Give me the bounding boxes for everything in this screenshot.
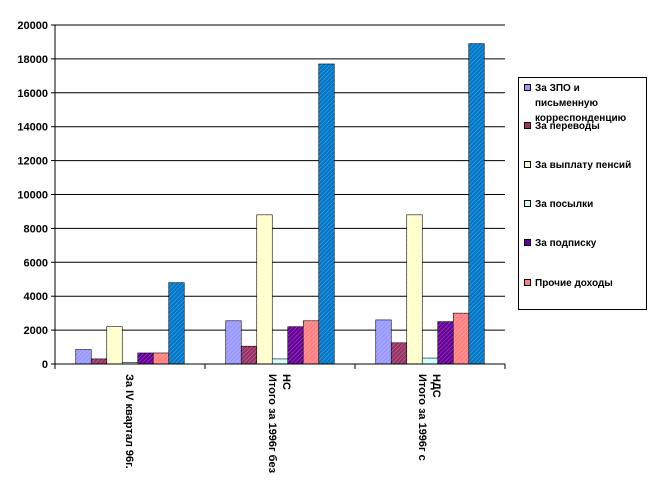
bar-hatch	[256, 214, 273, 364]
bar-hatch	[106, 326, 123, 364]
category-label-line: За IV квартал 96г.	[123, 374, 135, 469]
legend-label: Прочие доходы	[535, 278, 613, 289]
bar-hatch	[375, 319, 392, 364]
category-labels: За IV квартал 96г. Итого за 1996г без НС Ит…	[123, 374, 442, 474]
legend-swatch	[524, 279, 531, 286]
legend-label: За переводы	[535, 121, 600, 132]
bar-hatch	[287, 326, 304, 364]
bar-hatch	[318, 63, 335, 365]
bar-hatch	[153, 352, 169, 364]
legend-item: За подписку	[524, 236, 644, 251]
legend-item: За выплату пенсий	[524, 158, 644, 173]
legend-label: За ЗПО и письменную корреспонденцию	[535, 83, 627, 124]
y-tick-label: 10000	[17, 190, 48, 202]
y-tick-label: 20000	[17, 20, 48, 32]
bar-hatch	[272, 358, 288, 364]
legend-swatch	[524, 200, 531, 207]
category-label-line: Итого за 1996г без	[266, 374, 278, 474]
legend-item: За переводы	[524, 119, 644, 134]
bar-hatch	[406, 214, 423, 364]
legend-swatch	[524, 161, 531, 168]
bar-hatch	[437, 321, 454, 364]
bar-hatch	[453, 313, 469, 364]
category-label: Итого за 1996г без НС	[266, 374, 292, 474]
y-tick-labels: 0 2000 4000 6000 8000 10000 12000 14000 16000 180…	[17, 20, 48, 371]
legend-item: Прочие доходы	[524, 276, 644, 291]
bars	[75, 43, 485, 365]
gridlines	[55, 24, 505, 331]
category-label-line: Итого за 1996г с	[416, 374, 428, 461]
legend: За ЗПО и письменную корреспонденцию За пе…	[518, 77, 647, 310]
axes	[51, 24, 506, 369]
legend-swatch	[524, 239, 531, 246]
y-tick-label: 12000	[17, 156, 48, 168]
y-tick-label: 4000	[24, 291, 48, 303]
bar-hatch	[122, 362, 138, 364]
legend-label: За выплату пенсий	[535, 160, 632, 171]
y-tick-label: 6000	[24, 257, 48, 269]
bar-hatch	[422, 358, 438, 364]
legend-item: За посылки	[524, 197, 644, 212]
y-tick-label: 8000	[24, 223, 48, 235]
y-tick-label: 14000	[17, 122, 48, 134]
bar-hatch	[303, 320, 319, 364]
bar-hatch	[241, 346, 257, 364]
y-tick-label: 2000	[24, 325, 48, 337]
category-label: Итого за 1996г с НДС	[416, 374, 442, 461]
bar-hatch	[391, 342, 407, 364]
bar-hatch	[168, 282, 185, 364]
y-tick-label: 0	[42, 359, 48, 371]
category-label-line: НДС	[430, 374, 442, 398]
y-tick-label: 16000	[17, 88, 48, 100]
legend-swatch	[524, 84, 531, 91]
legend-item: За ЗПО и письменную корреспонденцию	[524, 81, 644, 126]
category-label: За IV квартал 96г.	[123, 374, 135, 469]
category-label-line: НС	[280, 374, 292, 390]
bar-hatch	[137, 352, 154, 364]
bar-hatch	[91, 358, 107, 364]
bar-hatch	[75, 349, 92, 364]
legend-swatch	[524, 122, 531, 129]
y-tick-label: 18000	[17, 54, 48, 66]
bar-hatch	[225, 320, 242, 364]
legend-label: За посылки	[535, 199, 594, 210]
bar-hatch	[468, 43, 485, 365]
legend-label: За подписку	[535, 238, 597, 249]
